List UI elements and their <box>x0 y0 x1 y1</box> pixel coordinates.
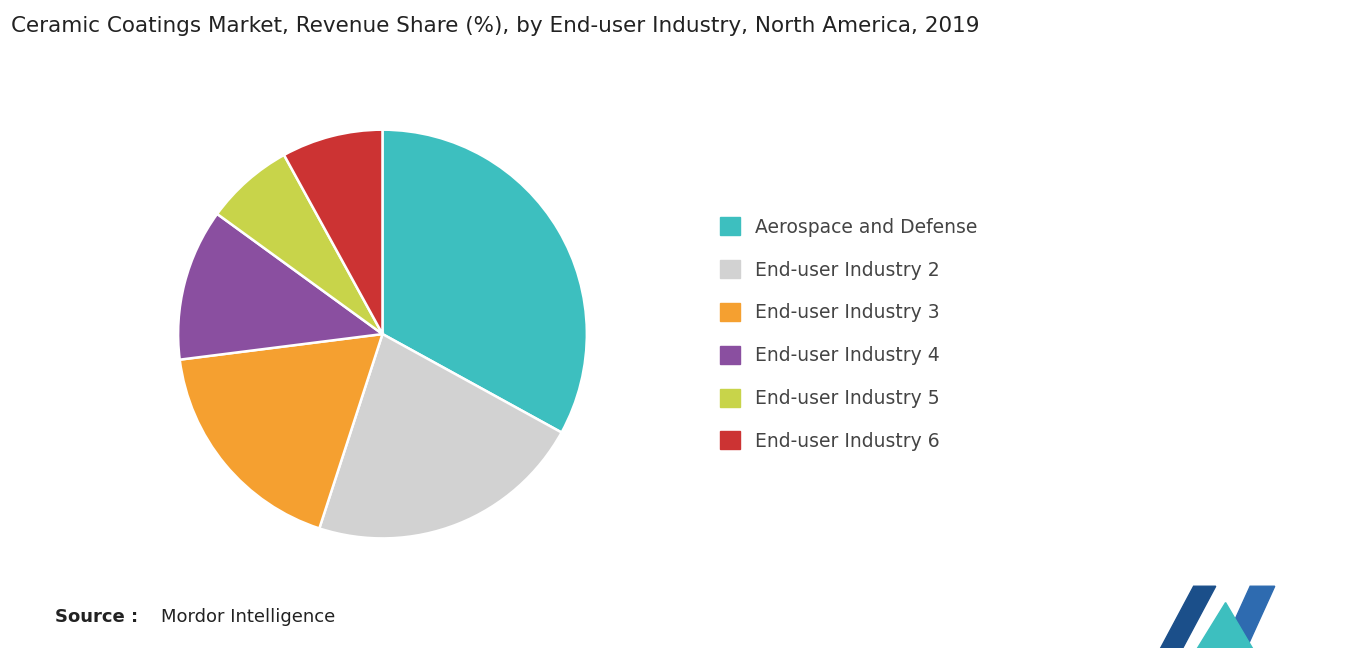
Wedge shape <box>284 130 382 334</box>
Polygon shape <box>1221 586 1274 648</box>
Wedge shape <box>382 130 587 432</box>
Polygon shape <box>1197 603 1253 648</box>
Legend: Aerospace and Defense, End-user Industry 2, End-user Industry 3, End-user Indust: Aerospace and Defense, End-user Industry… <box>720 217 978 451</box>
Wedge shape <box>217 155 382 334</box>
Polygon shape <box>1160 586 1216 648</box>
Wedge shape <box>180 334 382 529</box>
Wedge shape <box>320 334 561 538</box>
Wedge shape <box>178 214 382 360</box>
Text: Source :: Source : <box>55 608 138 626</box>
Text: Mordor Intelligence: Mordor Intelligence <box>161 608 336 626</box>
Text: Ceramic Coatings Market, Revenue Share (%), by End-user Industry, North America,: Ceramic Coatings Market, Revenue Share (… <box>11 16 979 37</box>
